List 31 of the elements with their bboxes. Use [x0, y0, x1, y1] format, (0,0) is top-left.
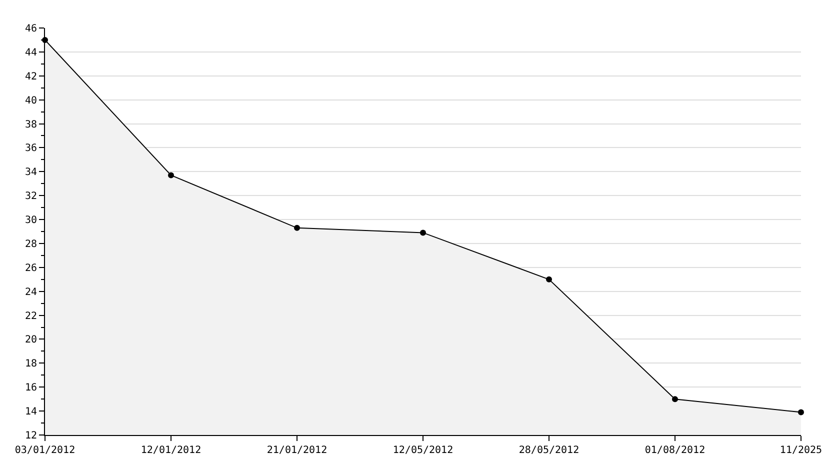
- x-tick-label: 28/05/2012: [518, 445, 580, 456]
- x-tick-label: 12/05/2012: [392, 445, 454, 456]
- point: [672, 396, 678, 402]
- y-tick-label: 46: [24, 24, 37, 34]
- point: [420, 230, 426, 236]
- x-tick-label: 01/08/2012: [644, 445, 706, 456]
- x-tick-label: 12/01/2012: [140, 445, 202, 456]
- y-tick-label: 18: [24, 358, 37, 370]
- y-tick-label: 38: [24, 119, 37, 130]
- y-tick-label: 16: [24, 382, 37, 394]
- y-tick-label: 42: [24, 71, 37, 82]
- point: [168, 172, 174, 178]
- x-tick-label: 21/01/2012: [266, 445, 328, 456]
- point: [294, 224, 300, 231]
- x-tick-label: 03/01/2012: [14, 445, 76, 456]
- y-tick-label: 14: [24, 406, 37, 418]
- y-tick-label: 28: [24, 238, 37, 250]
- y-tick-label: 20: [24, 334, 37, 346]
- y-tick-label: 36: [24, 143, 37, 154]
- y-tick-label: 32: [24, 191, 37, 202]
- y-tick-label: 22: [24, 310, 37, 322]
- y-tick-label: 26: [24, 262, 37, 274]
- y-tick-label: 12: [24, 430, 37, 442]
- y-tick-label: 30: [24, 215, 37, 226]
- y-tick-label: 24: [24, 286, 37, 298]
- point: [798, 409, 804, 416]
- y-tick-label: 44: [24, 47, 37, 58]
- y-tick-label: 40: [24, 95, 37, 106]
- x-tick-label: 11/2025: [780, 445, 822, 456]
- y-tick-label: 34: [24, 167, 37, 178]
- point: [546, 276, 552, 282]
